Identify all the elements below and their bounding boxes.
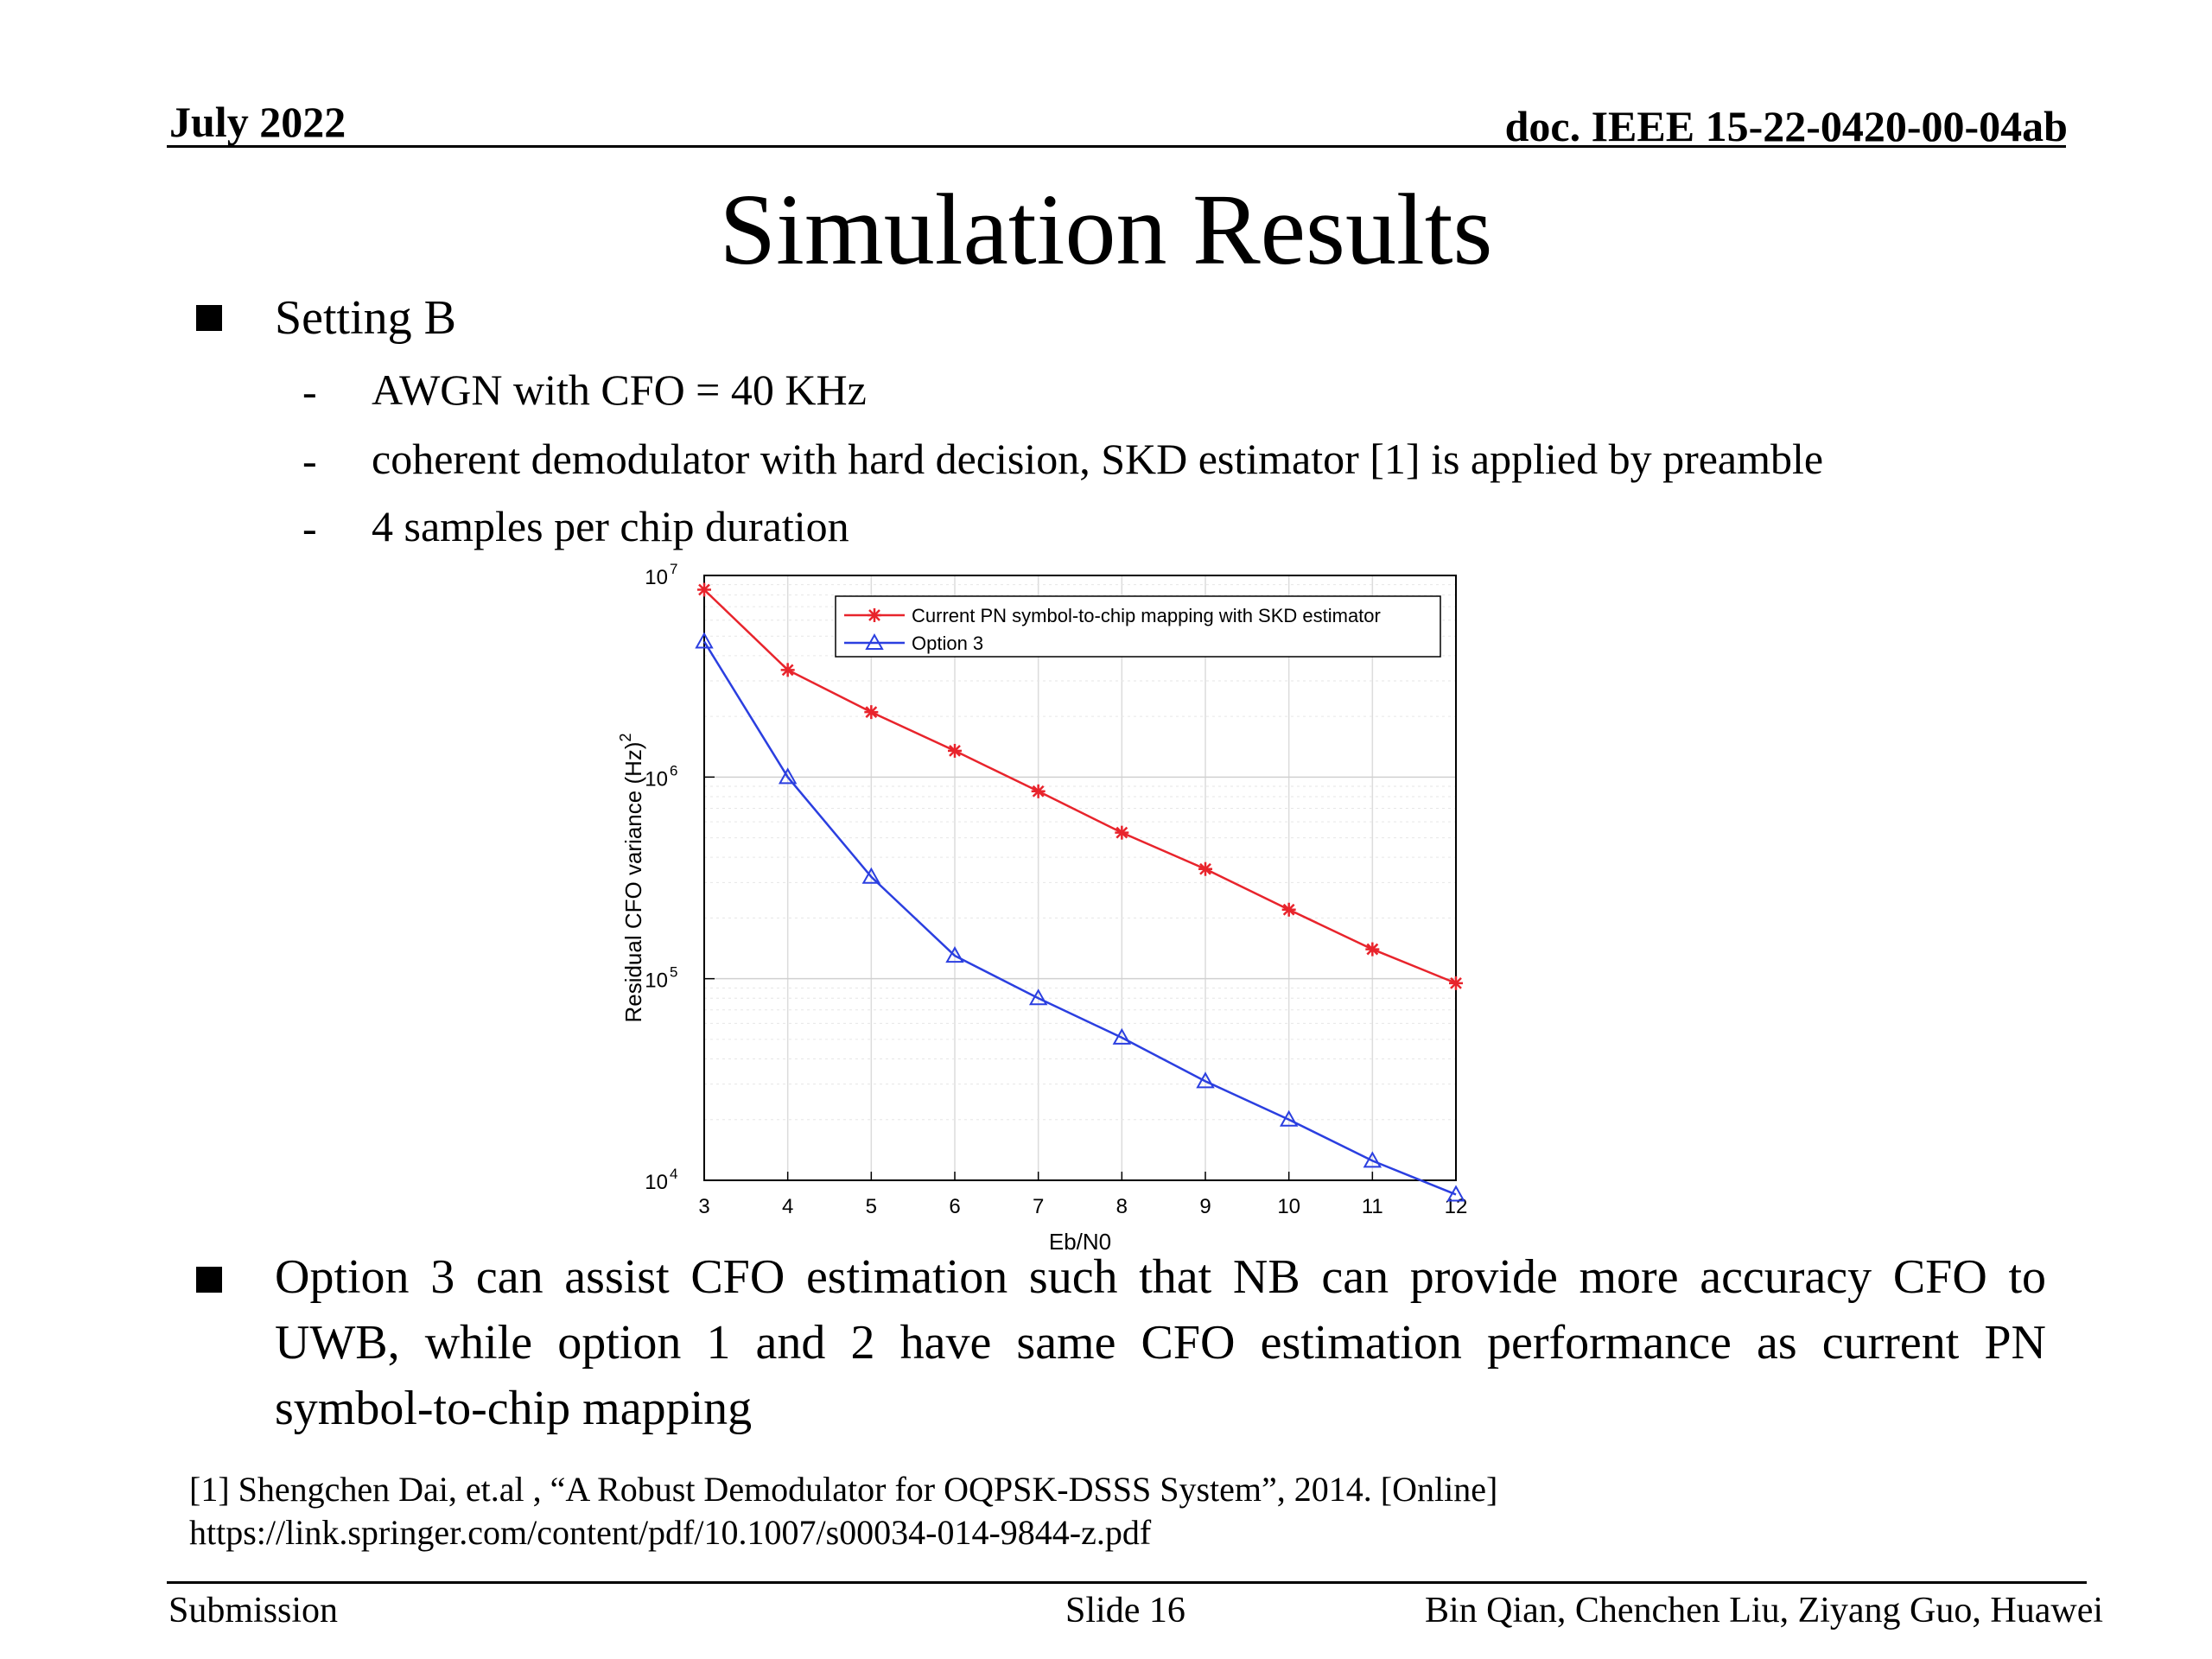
plot-frame [703,575,1457,1181]
marker-asterisk [1115,825,1129,840]
dash-bullet: - [302,504,317,552]
header-divider [167,145,2066,148]
chart-legend: Current PN symbol-to-chip mapping with S… [835,595,1441,658]
setting-item: 4 samples per chip duration [372,502,849,550]
y-axis-label-superscript: 2 [617,733,634,741]
legend-box [835,595,1441,658]
marker-stroke [865,706,878,719]
x-tick-label: 12 [1445,1195,1468,1218]
y-axis-label: Residual CFO variance (Hz)2 [617,733,646,1022]
marker-triangle [695,632,714,649]
legend-label: Current PN symbol-to-chip mapping with S… [912,605,1381,626]
marker-stroke [868,609,880,621]
marker-triangle [1028,988,1048,1006]
marker-stroke [1199,862,1211,875]
y-tick-label: 10 [645,969,668,993]
bullet-square-icon [196,1267,222,1293]
marker-triangle [865,632,884,650]
x-tick-label: 8 [1116,1195,1128,1218]
marker-triangle [1279,1109,1299,1127]
x-tick-label: 4 [782,1195,793,1218]
marker-stroke [781,664,794,677]
marker-stroke [1282,903,1295,916]
x-tick-label: 3 [698,1195,709,1218]
marker-asterisk [868,608,881,622]
marker-stroke [1116,826,1128,839]
x-tick-label: 10 [1277,1195,1300,1218]
y-tick-exponent: 7 [670,561,677,577]
conclusion-text: Option 3 can assist CFO estimation such … [275,1250,2046,1435]
series-lines [695,582,1465,1202]
marker-asterisk [1365,942,1380,957]
setting-item: coherent demodulator with hard decision,… [372,435,1824,483]
marker-stroke [698,583,710,596]
y-tick-label: 10 [645,1171,668,1194]
marker-asterisk [864,705,879,720]
footer-divider [167,1581,2087,1584]
setting-heading: Setting B [275,291,457,345]
header-doc-id: doc. IEEE 15-22-0420-00-04ab [1504,102,2068,150]
marker-triangle [778,767,798,785]
marker-stroke [1450,976,1462,989]
setting-item: AWGN with CFO = 40 KHz [372,365,867,414]
series-line-2 [702,640,1457,1196]
marker-asterisk [1031,784,1046,798]
y-tick-label: 10 [645,566,668,589]
marker-stroke [1366,943,1379,956]
x-tick-label: 6 [949,1195,960,1218]
x-axis-label: Eb/N0 [1049,1229,1111,1251]
x-tick-label: 11 [1362,1195,1383,1218]
marker-triangle [1112,1027,1132,1045]
marker-stroke [1032,785,1045,798]
y-tick-exponent: 4 [670,1166,677,1182]
marker-triangle [945,946,964,963]
dash-bullet: - [302,436,317,485]
grid-lines [703,575,1457,1181]
y-tick-exponent: 6 [670,762,677,779]
reference-url[interactable]: https://link.springer.com/content/pdf/10… [189,1513,1152,1552]
marker-asterisk [1281,902,1296,917]
header-date: July 2022 [169,98,346,146]
y-tick-exponent: 5 [670,964,677,981]
marker-asterisk [948,743,962,758]
x-tick-label: 5 [866,1195,877,1218]
marker-stroke [949,745,961,757]
footer-slide-number: Slide 16 [1065,1591,1185,1630]
reference-citation: [1] Shengchen Dai, et.al , “A Robust Dem… [189,1470,1498,1509]
marker-triangle [1196,1071,1215,1089]
bullet-square-icon [196,305,222,331]
marker-triangle [1446,1185,1465,1202]
footer-submission: Submission [168,1591,339,1630]
footer-authors: Bin Qian, Chenchen Liu, Ziyang Guo, Huaw… [1425,1591,2103,1630]
y-tick-label: 10 [645,767,668,791]
slide-title: Simulation Results [719,173,1493,286]
marker-triangle [861,867,881,884]
marker-triangle [1363,1151,1382,1168]
y-axis-label-text: Residual CFO variance (Hz) [620,741,646,1022]
series-line-1 [703,588,1457,985]
x-tick-label: 7 [1033,1195,1044,1218]
marker-asterisk [1449,976,1463,990]
marker-asterisk [780,663,795,677]
marker-asterisk [697,582,711,597]
dash-bullet: - [302,367,317,416]
legend-label: Option 3 [912,632,983,654]
marker-asterisk [1198,861,1212,876]
x-tick-label: 9 [1199,1195,1211,1218]
